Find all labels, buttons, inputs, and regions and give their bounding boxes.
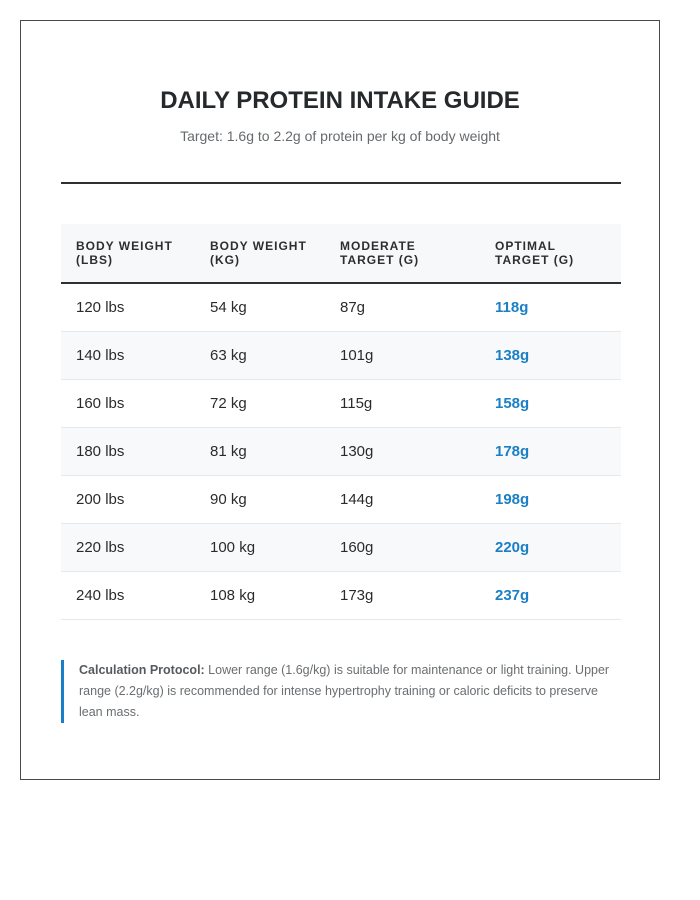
cell-optimal: 118g xyxy=(495,299,529,316)
cell-lbs: 120 lbs xyxy=(76,299,125,316)
cell-moderate: 101g xyxy=(340,347,374,364)
cell-kg: 100 kg xyxy=(210,539,256,556)
cell-optimal: 198g xyxy=(495,491,530,508)
table-row: 160 lbs 72 kg 115g 158g xyxy=(61,380,621,428)
cell-optimal: 237g xyxy=(495,587,530,604)
cell-moderate: 173g xyxy=(340,587,374,604)
cell-lbs: 180 lbs xyxy=(76,443,125,460)
note-text: Lower range (1.6g/kg) is suitable for ma… xyxy=(79,663,610,719)
cell-lbs: 200 lbs xyxy=(76,491,125,508)
cell-optimal: 178g xyxy=(495,443,530,460)
column-header-body-weight-lbs: BODY WEIGHT (LBS) xyxy=(76,239,173,267)
cell-kg: 54 kg xyxy=(210,299,247,316)
column-header-body-weight-kg: BODY WEIGHT (KG) xyxy=(210,239,307,267)
cell-moderate: 87g xyxy=(340,299,366,316)
cell-lbs: 160 lbs xyxy=(76,395,125,412)
table-header: BODY WEIGHT (LBS) BODY WEIGHT (KG) MODER… xyxy=(61,224,621,284)
note-label: Calculation Protocol: xyxy=(79,663,205,677)
cell-moderate: 144g xyxy=(340,491,374,508)
table-row: 120 lbs 54 kg 87g 118g xyxy=(61,284,621,332)
cell-moderate: 160g xyxy=(340,539,374,556)
cell-kg: 108 kg xyxy=(210,587,256,604)
table-row: 140 lbs 63 kg 101g 138g xyxy=(61,332,621,380)
column-header-optimal-target: OPTIMAL TARGET (G) xyxy=(495,239,575,267)
cell-optimal: 220g xyxy=(495,539,530,556)
table-row: 200 lbs 90 kg 144g 198g xyxy=(61,476,621,524)
table-row: 240 lbs 108 kg 173g 237g xyxy=(61,572,621,620)
page-title: DAILY PROTEIN INTAKE GUIDE xyxy=(160,87,520,114)
cell-kg: 90 kg xyxy=(210,491,247,508)
column-header-moderate-target: MODERATE TARGET (G) xyxy=(340,239,420,267)
cell-kg: 63 kg xyxy=(210,347,247,364)
cell-lbs: 240 lbs xyxy=(76,587,125,604)
cell-kg: 72 kg xyxy=(210,395,247,412)
cell-optimal: 138g xyxy=(495,347,530,364)
calculation-note: Calculation Protocol: Lower range (1.6g/… xyxy=(61,660,614,723)
protein-guide-card: DAILY PROTEIN INTAKE GUIDE Target: 1.6g … xyxy=(20,20,660,780)
protein-table: BODY WEIGHT (LBS) BODY WEIGHT (KG) MODER… xyxy=(61,224,621,620)
page-subtitle: Target: 1.6g to 2.2g of protein per kg o… xyxy=(180,128,500,144)
cell-optimal: 158g xyxy=(495,395,530,412)
cell-moderate: 115g xyxy=(340,395,373,412)
header-divider xyxy=(61,182,621,184)
table-row: 220 lbs 100 kg 160g 220g xyxy=(61,524,621,572)
cell-lbs: 140 lbs xyxy=(76,347,125,364)
cell-moderate: 130g xyxy=(340,443,374,460)
table-row: 180 lbs 81 kg 130g 178g xyxy=(61,428,621,476)
cell-kg: 81 kg xyxy=(210,443,247,460)
cell-lbs: 220 lbs xyxy=(76,539,125,556)
